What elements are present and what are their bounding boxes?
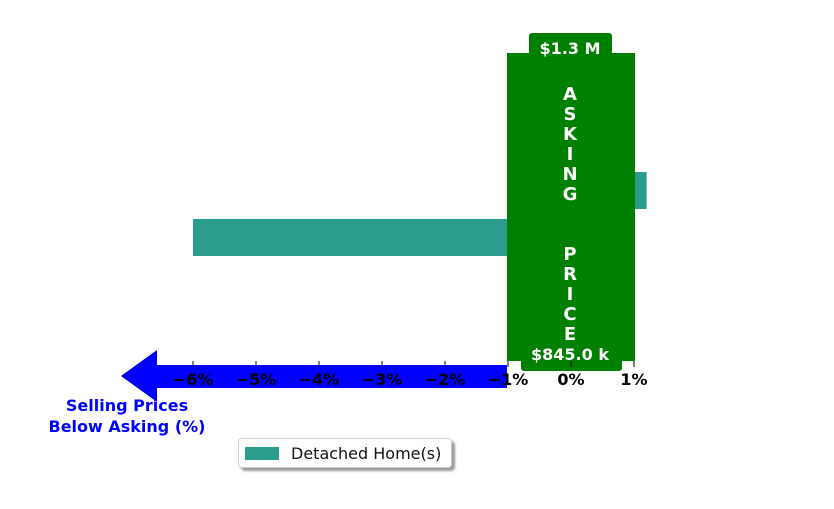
x-tick-label: −3%: [362, 370, 403, 389]
asking-price-band: [507, 53, 635, 361]
x-tick-label: −4%: [299, 370, 340, 389]
x-axis-label: Selling Prices Below Asking (%): [49, 396, 206, 436]
axis-arrow-head: [121, 350, 157, 402]
axis-arrow-layer: [121, 350, 507, 402]
x-tick-label: 0%: [557, 370, 584, 389]
axis-arrow-shaft: [155, 365, 507, 388]
x-tick-label: −5%: [236, 370, 277, 389]
bottom-price-box: [521, 340, 622, 371]
x-tick-label: −6%: [173, 370, 214, 389]
x-tick-label: −2%: [425, 370, 466, 389]
legend: Detached Home(s): [238, 438, 452, 468]
top-price-label: $1.3 M: [540, 39, 601, 58]
top-price-box: [529, 33, 612, 57]
legend-label: Detached Home(s): [291, 443, 442, 463]
x-tick-label: −1%: [488, 370, 529, 389]
bottom-price-label: $845.0 k: [531, 345, 609, 364]
x-tick-label: 1%: [620, 370, 647, 389]
legend-swatch: [245, 446, 279, 460]
x-axis-label-layer: Selling Prices Below Asking (%): [49, 396, 206, 436]
x-ticks-layer: −6% −5% −4% −3% −2% −1% 0% 1%: [173, 361, 648, 389]
